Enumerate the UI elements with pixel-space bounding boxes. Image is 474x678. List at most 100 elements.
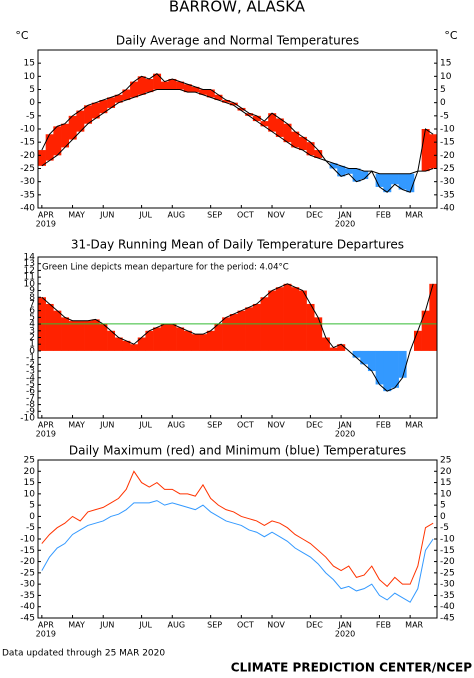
year-label: 2019	[36, 430, 56, 439]
x-tick-label: JUN	[99, 421, 114, 430]
y-tick-label: -2	[26, 360, 35, 370]
departure-bar	[344, 168, 353, 174]
y-tick-label: 20	[24, 467, 36, 477]
y-tick-label: -30	[20, 177, 35, 187]
y-tick-label: 0	[440, 512, 446, 522]
departure-bar	[191, 334, 200, 351]
x-tick-label: MAR	[405, 421, 423, 430]
departure-bar	[61, 317, 69, 351]
y-tick-label: -10	[440, 535, 455, 545]
y-tick-label: 5	[29, 313, 35, 323]
y-tick-label: 9	[29, 286, 35, 296]
y-tick-label: 15	[24, 59, 35, 69]
departure-bar	[214, 94, 223, 101]
y-tick-label: 10	[440, 489, 452, 499]
y-tick-label: -5	[440, 523, 449, 533]
x-tick-label: MAR	[405, 211, 423, 220]
departure-bar	[383, 173, 392, 193]
x-tick-label: MAY	[68, 421, 85, 430]
x-tick-label: DEC	[306, 621, 323, 630]
departure-bar	[114, 337, 123, 351]
departure-bar	[413, 330, 422, 351]
departure-bar	[191, 86, 200, 93]
departure-bar	[130, 81, 139, 98]
x-tick-label: NOV	[267, 421, 285, 430]
x-tick-label: FEB	[376, 421, 391, 430]
departure-bar	[429, 134, 438, 169]
departure-bar	[160, 324, 169, 351]
y-tick-label: 15	[440, 478, 451, 488]
x-tick-label: AUG	[168, 621, 186, 630]
departure-bar	[406, 173, 415, 193]
departure-bar	[199, 334, 208, 351]
y-tick-label: -6	[26, 387, 35, 397]
y-tick-label: -8	[26, 400, 35, 410]
x-tick-label: SEP	[207, 211, 222, 220]
departure-bar	[237, 107, 246, 111]
y-tick-label: -45	[440, 614, 455, 624]
departure-bar	[68, 320, 77, 351]
y-tick-label: -20	[20, 557, 35, 567]
x-tick-label: JUL	[138, 621, 152, 630]
departure-bar	[84, 105, 93, 124]
x-tick-label: JUN	[99, 211, 114, 220]
x-tick-label: SEP	[207, 621, 222, 630]
y-tick-label: 2	[29, 333, 35, 343]
series-line	[41, 73, 434, 193]
y-tick-label: 0	[29, 346, 35, 356]
departure-bar	[383, 350, 392, 392]
y-tick-label: 7	[29, 299, 35, 309]
y-tick-label: -30	[440, 580, 455, 590]
x-tick-label: APR	[38, 621, 54, 630]
y-tick-label: 0	[29, 512, 35, 522]
y-tick-label: 25	[440, 456, 451, 466]
y-tick-label: -30	[20, 580, 35, 590]
y-tick-label: 6	[29, 306, 35, 316]
y-tick-label: -15	[20, 138, 35, 148]
departure-bar	[252, 303, 261, 351]
departure-bar	[398, 173, 407, 190]
departure-bar	[275, 118, 284, 137]
departure-bar	[214, 324, 223, 351]
x-tick-label: DEC	[306, 211, 323, 220]
y-tick-label: 8	[29, 293, 35, 303]
departure-bar	[421, 129, 430, 172]
plot-frame	[37, 459, 438, 619]
departure-bar	[352, 168, 361, 182]
y-tick-label: -35	[440, 190, 455, 200]
y-tick-label: 1	[29, 340, 35, 350]
page-title: BARROW, ALASKA	[169, 0, 306, 16]
departure-bar	[153, 73, 162, 90]
departure-bar	[337, 344, 346, 351]
departure-bar	[360, 171, 369, 180]
x-tick-label: NOV	[267, 211, 285, 220]
departure-bar	[68, 115, 77, 140]
year-label: 2020	[335, 630, 355, 639]
departure-bar	[222, 100, 231, 103]
panel-title: 31-Day Running Mean of Daily Temperature…	[71, 238, 404, 252]
departure-bar	[199, 89, 208, 95]
y-tick-label: 15	[440, 59, 451, 69]
x-tick-label: JUL	[138, 211, 152, 220]
departure-bar	[137, 337, 146, 351]
departure-bar	[107, 97, 116, 108]
y-tick-label: -35	[20, 591, 35, 601]
departure-bar	[91, 102, 100, 119]
y-tick-label: 4	[29, 320, 35, 330]
departure-bar	[122, 89, 131, 101]
y-tick-label: -5	[440, 111, 449, 121]
departure-bar	[99, 324, 108, 351]
departure-bar	[160, 81, 169, 90]
y-tick-label: 0	[29, 98, 35, 108]
departure-bar	[245, 113, 254, 116]
departure-bar	[352, 350, 361, 358]
y-tick-label: -40	[20, 204, 35, 214]
departure-bar	[53, 310, 62, 351]
y-tick-label: -35	[20, 190, 35, 200]
x-tick-label: JAN	[337, 621, 352, 630]
departure-bar	[183, 330, 192, 351]
series-line	[41, 283, 434, 392]
departure-bar	[45, 303, 54, 351]
x-tick-label: JUL	[138, 421, 152, 430]
y-tick-label: -30	[440, 177, 455, 187]
